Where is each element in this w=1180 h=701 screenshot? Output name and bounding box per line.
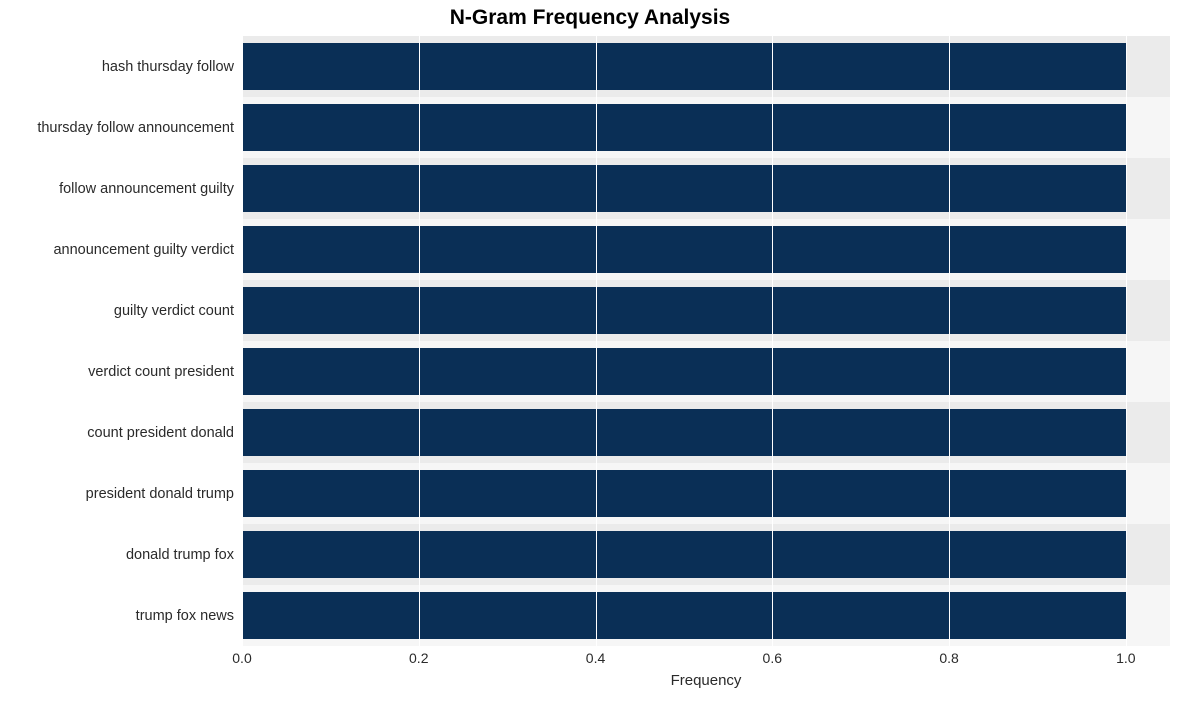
gridline	[419, 36, 420, 646]
y-tick-label: follow announcement guilty	[59, 181, 234, 197]
y-tick-label: verdict count president	[88, 364, 234, 380]
bar	[242, 470, 1126, 518]
y-tick-label: hash thursday follow	[102, 59, 234, 75]
x-tick-label: 1.0	[1116, 650, 1135, 666]
bar	[242, 43, 1126, 91]
x-tick-label: 0.6	[763, 650, 782, 666]
x-tick-label: 0.8	[939, 650, 958, 666]
x-tick-label: 0.2	[409, 650, 428, 666]
bar	[242, 165, 1126, 213]
ngram-chart: N-Gram Frequency Analysis hash thursday …	[0, 0, 1180, 701]
gridline	[596, 36, 597, 646]
x-axis-label: Frequency	[242, 672, 1170, 689]
y-tick-label: president donald trump	[86, 486, 234, 502]
gridline	[1126, 36, 1127, 646]
y-tick-label: donald trump fox	[126, 547, 234, 563]
y-tick-label: count president donald	[87, 425, 234, 441]
y-tick-label: guilty verdict count	[114, 303, 234, 319]
bar	[242, 226, 1126, 274]
x-tick-label: 0.0	[232, 650, 251, 666]
x-axis-label-wrap: Frequency	[0, 672, 1180, 689]
y-tick-label: thursday follow announcement	[37, 120, 234, 136]
bar	[242, 104, 1126, 152]
bar	[242, 409, 1126, 457]
gridline	[949, 36, 950, 646]
bar	[242, 348, 1126, 396]
bar	[242, 531, 1126, 579]
y-tick-label: trump fox news	[136, 608, 234, 624]
plot-area	[242, 36, 1170, 646]
gridline	[772, 36, 773, 646]
bar	[242, 287, 1126, 335]
chart-title: N-Gram Frequency Analysis	[0, 6, 1180, 30]
gridline	[242, 36, 243, 646]
bar	[242, 592, 1126, 640]
y-tick-label: announcement guilty verdict	[53, 242, 234, 258]
x-tick-label: 0.4	[586, 650, 605, 666]
